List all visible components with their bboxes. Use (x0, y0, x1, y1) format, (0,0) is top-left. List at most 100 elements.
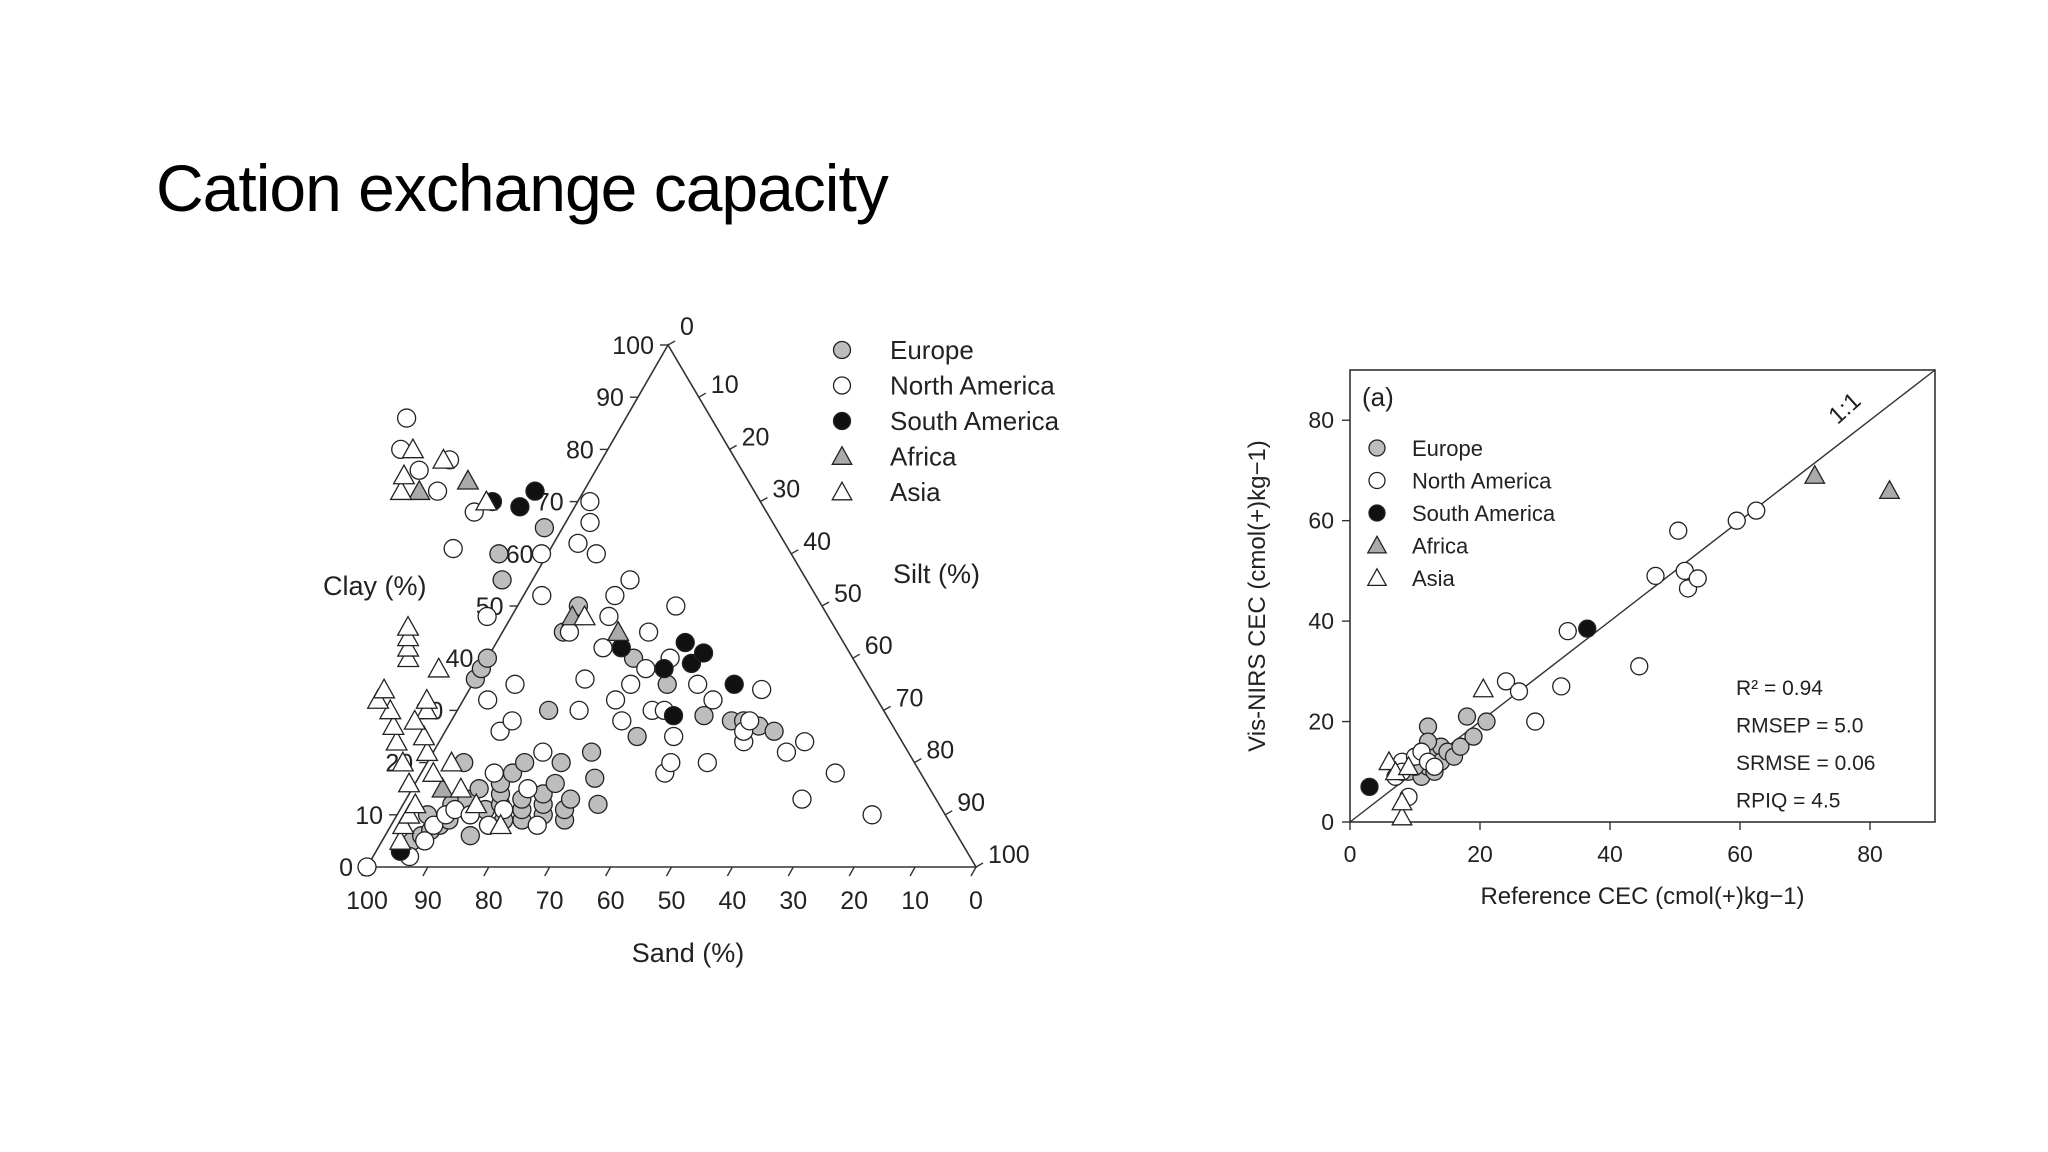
ternary-point-europe (588, 794, 608, 815)
x-axis-title: Reference CEC (cmol(+)kg−1) (1480, 883, 1804, 910)
cec-point-north-america (1747, 501, 1766, 520)
ternary-point-north-america (415, 831, 435, 851)
silt-tick-label: 80 (926, 737, 954, 765)
ternary-point-south-america (525, 481, 545, 501)
legend-marker-south-america (1368, 504, 1386, 522)
ternary-point-europe (545, 773, 565, 794)
legend-label-africa: Africa (1412, 534, 1469, 559)
ternary-point-asia (421, 761, 445, 782)
ternary-point-north-america (493, 799, 514, 820)
ternary-point-asia (388, 829, 412, 850)
ternary-point-asia (431, 448, 455, 469)
ternary-point-europe (551, 752, 571, 773)
legend-marker-africa (831, 445, 853, 465)
ternary-point-south-america (681, 653, 702, 674)
cec-point-north-america (1425, 757, 1444, 776)
y-tick-label: 40 (1308, 608, 1334, 634)
ternary-point-north-america (636, 658, 656, 679)
silt-tick-label: 100 (988, 841, 1030, 869)
ternary-point-north-america (559, 622, 580, 642)
ternary-point-asia (397, 803, 421, 824)
ternary-point-north-america (593, 638, 613, 658)
legend-label-asia: Asia (890, 477, 941, 507)
ternary-point-asia (385, 730, 409, 751)
sand-tick-label: 70 (536, 887, 564, 915)
ternary-point-asia (392, 463, 416, 485)
ternary-point-europe (627, 726, 647, 747)
ternary-point-asia (440, 750, 464, 772)
ternary-point-north-america (697, 752, 717, 773)
ternary-point-africa (431, 777, 455, 798)
sand-tick-mark (787, 866, 794, 877)
sand-tick-label: 80 (475, 887, 503, 915)
panel-label: (a) (1362, 382, 1394, 412)
legend-marker-africa (1366, 534, 1388, 554)
silt-tick-label: 90 (957, 789, 985, 817)
sand-tick-mark (422, 866, 429, 877)
ternary-point-asia (401, 437, 425, 459)
y-tick-label: 60 (1308, 508, 1334, 534)
y-tick-label: 0 (1321, 809, 1334, 835)
clay-tick-label: 80 (566, 436, 594, 464)
silt-tick-label: 60 (865, 632, 893, 660)
one-to-one-label: 1:1 (1823, 387, 1866, 429)
ternary-point-europe (539, 700, 559, 721)
ternary-point-europe (477, 648, 498, 668)
ternary-point-asia (389, 479, 413, 501)
ternary-point-asia (474, 489, 498, 511)
legend-marker-europe (832, 340, 852, 360)
ternary-point-asia (396, 615, 420, 636)
ternary-point-north-america (484, 763, 504, 783)
clay-tick-label: 10 (355, 802, 383, 830)
ternary-point-north-america (605, 690, 626, 710)
sand-tick-mark (726, 866, 734, 877)
legend-label-south-america: South America (1412, 501, 1556, 526)
cec-point-africa (1803, 464, 1826, 484)
ternary-point-europe (657, 674, 677, 694)
ternary-point-north-america (666, 596, 686, 616)
silt-tick-mark (698, 392, 707, 398)
cec-point-north-america (1688, 569, 1707, 588)
ternary-point-asia (415, 688, 439, 709)
ternary-point-europe (492, 570, 512, 590)
sand-tick-label: 0 (969, 887, 983, 915)
legend-marker-north-america (1368, 471, 1386, 490)
clay-axis-title: Clay (%) (323, 571, 427, 601)
x-tick-label: 0 (1344, 841, 1357, 867)
cec-point-europe (1464, 727, 1483, 746)
stat-line: R² = 0.94 (1736, 677, 1823, 700)
cec-point-north-america (1727, 511, 1746, 530)
cec-point-asia (1397, 755, 1420, 776)
cec-point-south-america (1360, 777, 1379, 796)
ternary-point-north-america (396, 408, 417, 428)
sand-tick-label: 50 (658, 887, 686, 915)
ternary-point-europe (585, 768, 605, 788)
sand-tick-mark (665, 866, 673, 877)
ternary-point-asia (396, 636, 420, 657)
legend-marker-south-america (832, 411, 852, 431)
ternary-point-north-america (477, 606, 497, 627)
legend-label-asia: Asia (1412, 566, 1456, 591)
silt-tick-label: 40 (803, 528, 831, 556)
sand-tick-mark (604, 866, 612, 877)
ternary-point-south-america (693, 643, 714, 663)
ternary-point-asia (464, 792, 488, 814)
silt-tick-mark (944, 810, 953, 816)
silt-tick-label: 30 (772, 476, 800, 504)
ternary-point-asia (372, 677, 396, 699)
ternary-point-north-america (586, 544, 606, 564)
ternary-point-asia (415, 698, 439, 720)
sand-tick-mark (544, 866, 551, 877)
ternary-point-south-america (663, 705, 684, 726)
ternary-point-north-america (427, 481, 448, 501)
ternary-point-asia (403, 792, 427, 814)
ternary-point-europe (534, 518, 555, 538)
ternary-point-north-america (518, 779, 538, 799)
ternary-point-south-america (675, 632, 695, 653)
ternary-point-north-america (527, 815, 547, 835)
ternary-point-north-america (424, 815, 444, 835)
ternary-point-asia (449, 777, 473, 798)
silt-tick-mark (790, 549, 799, 555)
silt-tick-mark (667, 340, 676, 346)
ternary-point-asia (378, 698, 402, 720)
